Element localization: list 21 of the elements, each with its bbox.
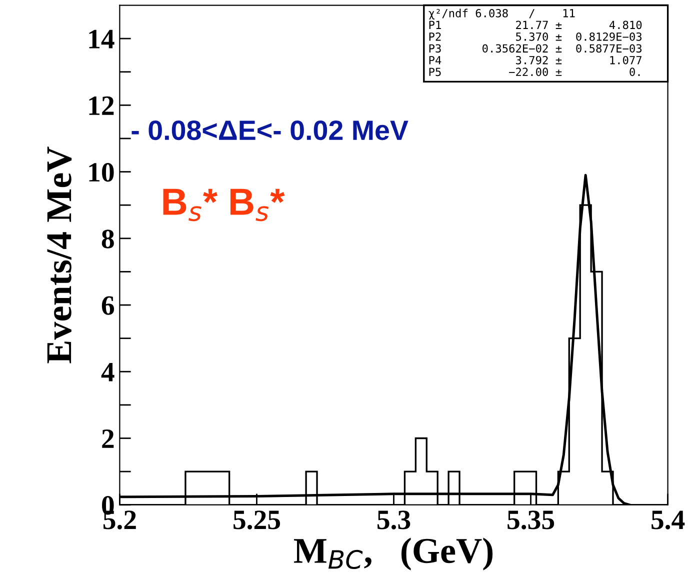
y-tick-label: 12 <box>89 96 114 115</box>
x-axis-title: M$_{BC}$, (GeV) <box>294 538 493 570</box>
annotation: P4 3.792 ± 1.077 <box>429 56 642 64</box>
y-tick-label: 8 <box>102 230 114 248</box>
y-tick-label: 6 <box>102 296 114 315</box>
x-tick-label: 5.4 <box>652 510 685 530</box>
y-tick-label: 4 <box>101 362 114 382</box>
x-tick-label: 5.25 <box>234 510 280 530</box>
annotation: - 0.08<ΔE<- 0.02 MeV <box>132 120 408 140</box>
annotation: P1 21.77 ± 4.810 <box>429 20 642 30</box>
y-tick-label: 10 <box>89 162 114 182</box>
x-tick-label: 5.35 <box>508 510 554 530</box>
annotation: χ²/ndf 6.038 / 11 <box>428 8 575 20</box>
annotation: P3 0.3562E−02 ± 0.5877E−03 <box>429 44 642 53</box>
y-axis-title: Events/4 MeV <box>47 146 72 364</box>
x-tick-label: 5.3 <box>378 510 410 530</box>
y-tick-label: 2 <box>102 429 114 448</box>
annotation: P2 5.370 ± 0.8129E−03 <box>429 32 642 41</box>
annotation: P5 −22.00 ± 0. <box>429 68 640 76</box>
y-tick-label: 14 <box>89 30 114 48</box>
annotation: B$_{s}$* B$_{s}$* <box>163 188 285 222</box>
